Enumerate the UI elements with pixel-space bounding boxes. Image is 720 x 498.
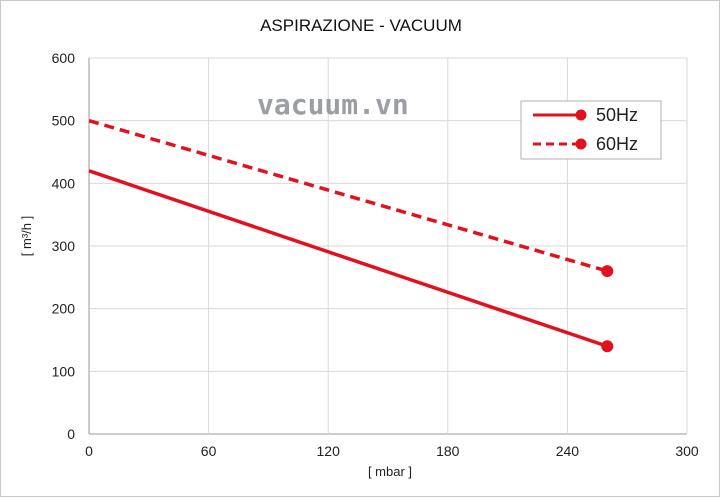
x-tick-label-0: 0 xyxy=(85,443,93,459)
x-tick-label-300: 300 xyxy=(675,443,699,459)
series-layer xyxy=(88,118,614,353)
watermark: vacuum.vn xyxy=(257,88,409,121)
x-tick-label-180: 180 xyxy=(436,443,460,459)
legend: 50Hz 60Hz xyxy=(520,100,662,160)
y-tick-label-400: 400 xyxy=(52,175,76,191)
y-tick-labels: 0 100 200 300 400 500 600 xyxy=(52,50,76,442)
chart-title: ASPIRAZIONE - VACUUM xyxy=(260,16,462,35)
series-end-marker-60hz xyxy=(601,265,614,278)
y-tick-label-600: 600 xyxy=(52,50,76,66)
y-tick-label-0: 0 xyxy=(67,426,75,442)
y-tick-label-500: 500 xyxy=(52,113,76,129)
x-axis-label: [ mbar ] xyxy=(368,464,412,479)
x-tick-label-60: 60 xyxy=(201,443,217,459)
y-axis-label: [ m³/h ] xyxy=(19,216,34,256)
x-tick-label-240: 240 xyxy=(556,443,580,459)
y-tick-label-300: 300 xyxy=(52,238,76,254)
legend-60hz-label: 60Hz xyxy=(596,134,638,154)
legend-60hz-marker xyxy=(575,138,587,150)
x-tick-label-120: 120 xyxy=(317,443,341,459)
legend-50hz-label: 50Hz xyxy=(596,105,638,125)
y-tick-label-200: 200 xyxy=(52,301,76,317)
series-line-60hz xyxy=(88,118,608,273)
legend-50hz-marker xyxy=(575,109,587,121)
series-end-marker-50hz xyxy=(601,340,614,353)
x-tick-labels: 0 60 120 180 240 300 xyxy=(85,443,699,459)
series-line-50hz xyxy=(88,169,608,348)
legend-box xyxy=(520,100,662,160)
y-tick-label-100: 100 xyxy=(52,363,76,379)
